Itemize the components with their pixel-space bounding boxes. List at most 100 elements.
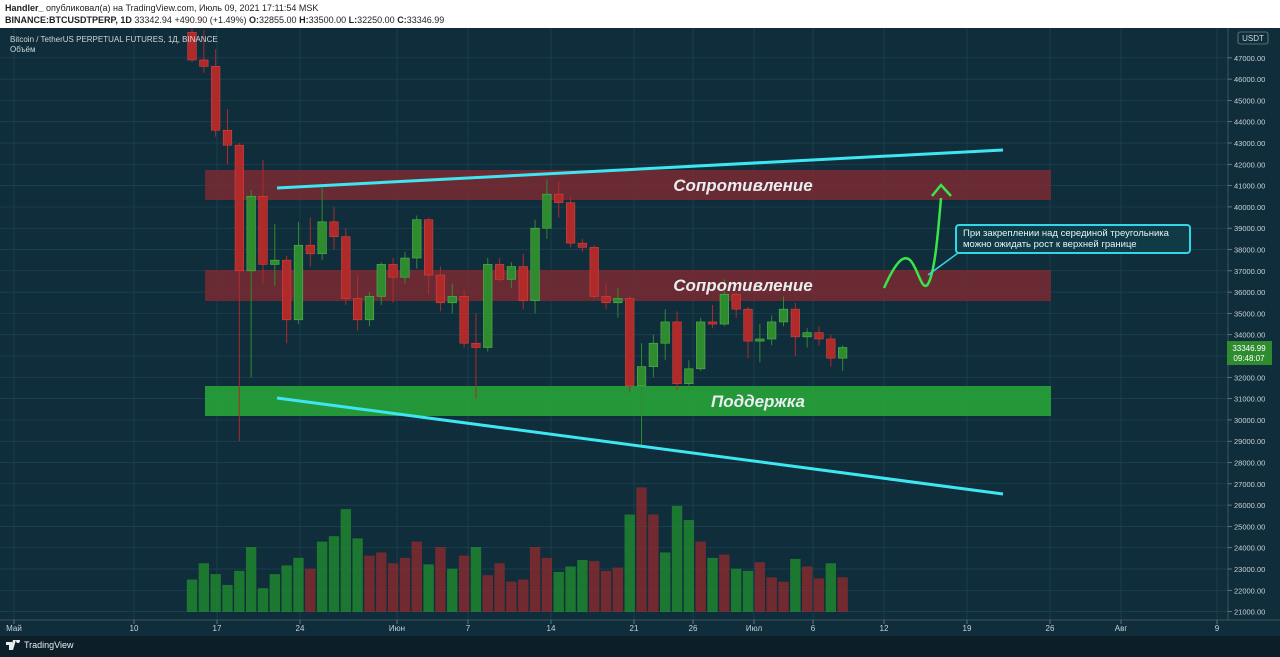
chart-area[interactable]: Сопротивление Сопротивление Поддержка 21… — [0, 28, 1280, 636]
zone-labels: Сопротивление Сопротивление Поддержка — [673, 176, 813, 411]
price-tick-label: 31000.00 — [1234, 395, 1265, 404]
tradingview-logo-icon — [6, 640, 20, 650]
candle-body — [731, 293, 741, 310]
candle-body — [696, 321, 706, 370]
time-tick-label: 10 — [130, 624, 139, 633]
chart-legend: Bitcoin / TetherUS PERPETUAL FUTURES, 1Д… — [10, 35, 218, 55]
volume-bar — [328, 536, 340, 612]
volume-bar — [423, 564, 434, 612]
time-tick-label: 21 — [630, 624, 639, 633]
volume-bar — [553, 571, 564, 612]
time-tick-label: 24 — [296, 624, 305, 633]
support-zone — [205, 386, 1051, 416]
volume-bar — [447, 568, 458, 612]
time-tick-label: 26 — [689, 624, 698, 633]
volume-bar — [257, 588, 269, 612]
open-value: 32855.00 — [259, 15, 297, 25]
time-tick-label: 6 — [811, 624, 816, 633]
forecast-note: При закреплении над серединой треугольни… — [955, 224, 1191, 254]
resistance-label-mid: Сопротивление — [673, 276, 813, 295]
volume-bar — [293, 557, 304, 612]
price-tick-label: 22000.00 — [1234, 586, 1265, 595]
high-value: 33500.00 — [308, 15, 347, 25]
price-badge-value: 33346.99 — [1232, 344, 1266, 353]
time-tick-label: 14 — [547, 624, 556, 633]
volume-bars — [186, 487, 848, 612]
candle-body — [755, 338, 765, 342]
close-label: C: — [397, 15, 407, 25]
price-tick-label: 38000.00 — [1234, 246, 1265, 255]
candle-body — [317, 221, 327, 255]
candle-body — [305, 244, 315, 255]
candle-body — [423, 219, 434, 276]
volume-bar — [222, 584, 233, 612]
candle-body — [684, 368, 694, 385]
upper-trendline — [276, 148, 1004, 190]
volume-bar — [577, 560, 588, 612]
volume-bar — [186, 579, 198, 612]
volume-bar — [411, 541, 422, 612]
price-tick-label: 27000.00 — [1234, 480, 1265, 489]
axis-unit-label: USDT — [1242, 34, 1264, 43]
price-tick-label: 23000.00 — [1234, 565, 1265, 574]
volume-bar — [234, 570, 245, 612]
volume-bar — [707, 557, 718, 612]
resistance-label-top: Сопротивление — [673, 176, 813, 195]
volume-bar — [790, 558, 801, 612]
volume-bar — [695, 541, 706, 612]
price-tick-label: 41000.00 — [1234, 182, 1265, 191]
time-tick-label: 7 — [466, 624, 471, 633]
legend-title: Bitcoin / TetherUS PERPETUAL FUTURES, 1Д… — [10, 35, 218, 44]
candle-body — [494, 264, 505, 280]
volume-bar — [352, 538, 363, 612]
author-line: Handler_ опубликовал(а) на TradingView.c… — [5, 3, 318, 13]
time-tick-label: 17 — [213, 624, 222, 633]
candle-body — [459, 296, 469, 344]
price-tick-label: 47000.00 — [1234, 54, 1265, 63]
volume-bar — [518, 579, 529, 612]
price-badge: 33346.99 09:48:07 — [1227, 341, 1272, 365]
volume-bar — [636, 487, 647, 612]
volume-bar — [541, 557, 553, 612]
published-info: опубликовал(а) на TradingView.com, Июль … — [46, 3, 319, 13]
candle-body — [625, 298, 635, 387]
candle-body — [400, 257, 410, 278]
time-tick-label: Июл — [746, 624, 763, 633]
price-tick-label: 29000.00 — [1234, 437, 1265, 446]
candle-body — [364, 296, 375, 321]
price-tick-label: 26000.00 — [1234, 501, 1265, 510]
price-chart[interactable]: Сопротивление Сопротивление Поддержка 21… — [0, 28, 1280, 636]
time-tick-label: Май — [6, 624, 22, 633]
time-axis: Май 10 17 24 Июн 7 14 21 26 Июл 6 12 19 26 Авг 9 — [0, 619, 1280, 633]
author-name[interactable]: Handler_ — [5, 3, 44, 13]
price-tick-label: 24000.00 — [1234, 544, 1265, 553]
time-tick-label: 12 — [880, 624, 889, 633]
candle-body — [601, 296, 611, 304]
price-tick-label: 35000.00 — [1234, 309, 1265, 318]
close-value: 33346.99 — [406, 15, 445, 25]
ohlc-line: BINANCE:BTCUSDTPERP, 1D 33342.94 +490.90… — [5, 15, 444, 25]
candle-body — [506, 266, 517, 280]
candle-body — [719, 293, 729, 325]
volume-bar — [316, 541, 328, 612]
last-price: 33342.94 — [134, 15, 172, 25]
axis-unit-box — [1237, 31, 1269, 45]
brand[interactable]: TradingView — [6, 640, 74, 650]
high-label: H: — [299, 15, 309, 25]
candle-body — [282, 259, 292, 321]
volume-bar — [766, 577, 777, 612]
volume-bar — [683, 519, 695, 612]
legend-volume: Объём — [10, 45, 36, 54]
volume-bar — [494, 563, 505, 612]
volume-bar — [269, 574, 281, 612]
candle-body — [577, 242, 587, 248]
volume-bar — [210, 574, 221, 612]
candle-body — [814, 332, 824, 340]
volume-bar — [376, 552, 387, 612]
price-tick-label: 28000.00 — [1234, 459, 1265, 468]
price-tick-label: 44000.00 — [1234, 118, 1265, 127]
price-badge-box — [1227, 341, 1272, 365]
candle-body — [636, 366, 647, 387]
candle-body — [353, 298, 363, 321]
time-tick-label: Июн — [389, 624, 405, 633]
